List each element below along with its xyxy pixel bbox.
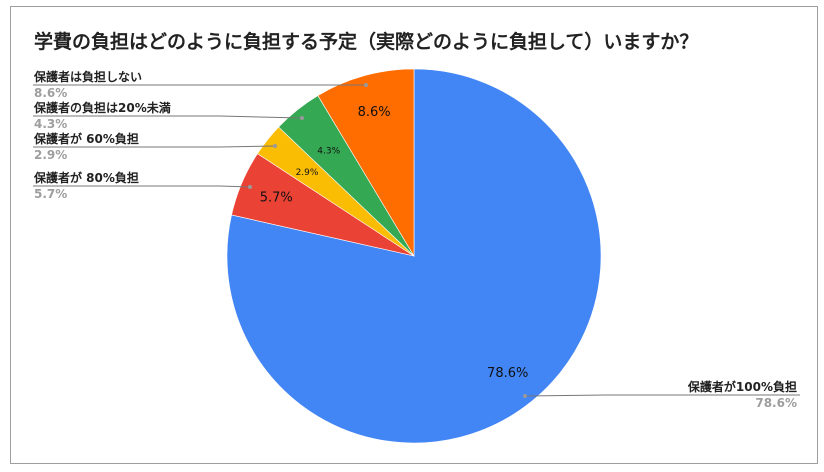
leader-line: [33, 145, 276, 148]
leader-line: [33, 185, 251, 188]
legend-percent: 2.9%: [34, 148, 67, 162]
legend-percent: 8.6%: [34, 86, 67, 100]
legend-label: 保護者が100%負担: [687, 379, 797, 394]
leader-dot: [248, 185, 252, 189]
leader-line: [33, 115, 303, 119]
legend-label: 保護者の負担は20%未満: [33, 100, 171, 115]
legend-percent: 4.3%: [34, 117, 67, 131]
leader-line: [524, 394, 800, 397]
legend-label: 保護者が 80%負担: [33, 170, 139, 185]
slice-value-label: 2.9%: [296, 168, 319, 178]
leader-dot: [523, 394, 527, 398]
legend-label: 保護者は負担しない: [33, 69, 142, 84]
chart-frame: [10, 6, 818, 464]
slice-value-label: 5.7%: [260, 191, 293, 206]
slice-value-label: 4.3%: [317, 146, 340, 156]
legend-label: 保護者が 60%負担: [33, 131, 139, 146]
slice-value-label: 78.6%: [487, 366, 528, 381]
leader-dot: [273, 144, 277, 148]
legend-percent: 5.7%: [34, 187, 67, 201]
slice-value-label: 8.6%: [358, 105, 391, 120]
legend-percent: 78.6%: [755, 396, 797, 410]
leader-dot: [364, 83, 368, 87]
chart-title: 学費の負担はどのように負担する予定（実際どのように負担して）いますか？: [34, 30, 698, 53]
leader-dot: [300, 116, 304, 120]
pie-slice: [317, 68, 415, 258]
